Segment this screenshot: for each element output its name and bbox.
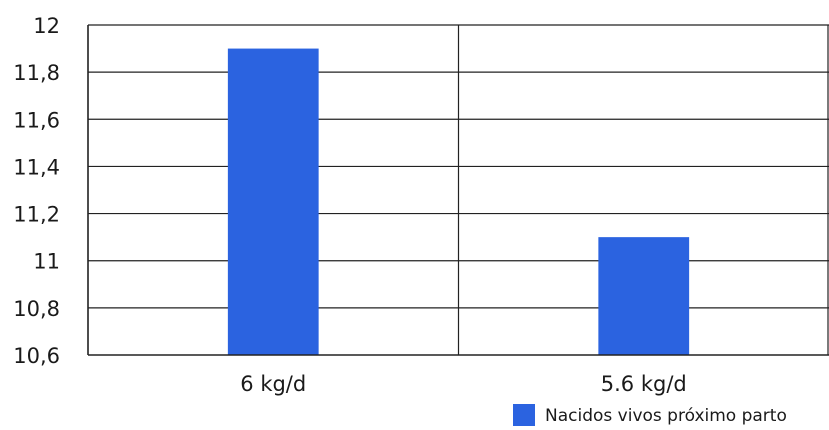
grid-lines	[88, 24, 829, 355]
y-tick-labels: 10,6 10,8 11 11,2 11,4 11,6 11,8 12	[13, 14, 60, 368]
y-tick-label: 10,8	[13, 297, 60, 321]
legend: Nacidos vivos próximo parto	[513, 404, 787, 426]
bar	[227, 48, 319, 355]
y-tick-label: 10,6	[13, 344, 60, 368]
axes	[87, 25, 829, 356]
y-tick-label: 11	[33, 250, 60, 274]
legend-label: Nacidos vivos próximo parto	[545, 406, 787, 426]
y-tick-label: 11,2	[13, 203, 60, 227]
y-tick-label: 11,8	[13, 61, 60, 85]
x-tick-labels: 6 kg/d 5.6 kg/d	[240, 372, 686, 396]
x-tick-label: 6 kg/d	[240, 372, 306, 396]
x-tick-label: 5.6 kg/d	[601, 372, 687, 396]
bars	[227, 48, 690, 355]
legend-swatch	[513, 404, 535, 426]
y-tick-label: 11,6	[13, 108, 60, 132]
bar	[598, 237, 690, 355]
y-tick-label: 12	[33, 14, 60, 38]
y-tick-label: 11,4	[13, 155, 60, 179]
